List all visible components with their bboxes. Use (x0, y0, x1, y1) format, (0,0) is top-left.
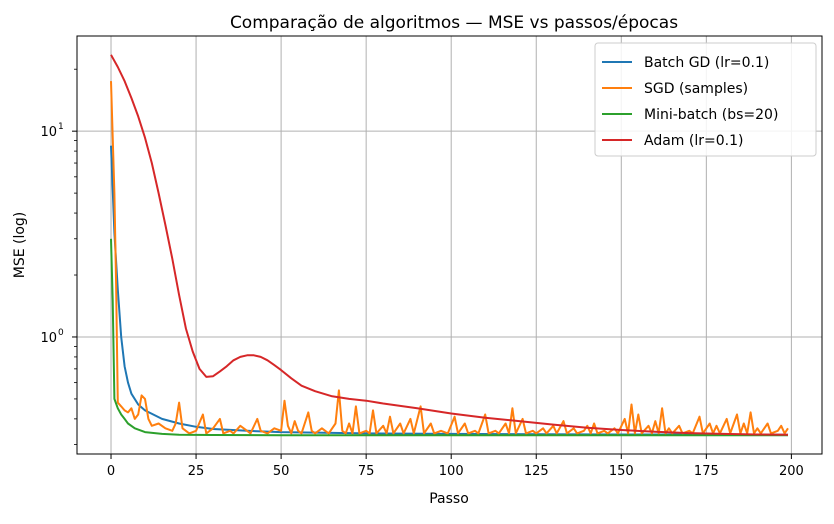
y-tick-exponent: 1 (58, 122, 64, 132)
legend-entry: Adam (lr=0.1) (644, 133, 743, 149)
legend-entry: Batch GD (lr=0.1) (644, 55, 769, 71)
x-tick-label: 0 (107, 464, 115, 479)
series-line (110, 238, 788, 437)
x-tick-label: 25 (188, 464, 205, 479)
series-line (110, 54, 789, 436)
x-axis-ticks: 0 25 50 75 100 125 150 175 200 (107, 454, 804, 479)
y-tick-exponent: 0 (58, 328, 64, 338)
x-tick-label: 125 (524, 464, 549, 479)
y-tick-label: 10 (40, 125, 57, 140)
series-line (110, 145, 789, 436)
legend-entry: SGD (samples) (644, 81, 748, 97)
x-axis-label: Passo (429, 491, 469, 507)
y-axis-label: MSE (log) (12, 212, 28, 279)
x-tick-label: 100 (439, 464, 464, 479)
legend-entry: Mini-batch (bs=20) (644, 107, 778, 123)
plot-frame (76, 35, 823, 455)
y-tick-label: 10 (40, 331, 57, 346)
x-tick-label: 200 (779, 464, 804, 479)
series-line (110, 81, 789, 435)
chart-title: Comparação de algoritmos — MSE vs passos… (230, 13, 678, 33)
series-layer (110, 54, 789, 437)
legend: Batch GD (lr=0.1) SGD (samples) Mini-batch… (594, 42, 817, 157)
x-tick-label: 75 (358, 464, 375, 479)
x-tick-label: 50 (273, 464, 290, 479)
x-tick-label: 175 (694, 464, 719, 479)
x-tick-label: 150 (609, 464, 634, 479)
legend-box (594, 42, 817, 157)
